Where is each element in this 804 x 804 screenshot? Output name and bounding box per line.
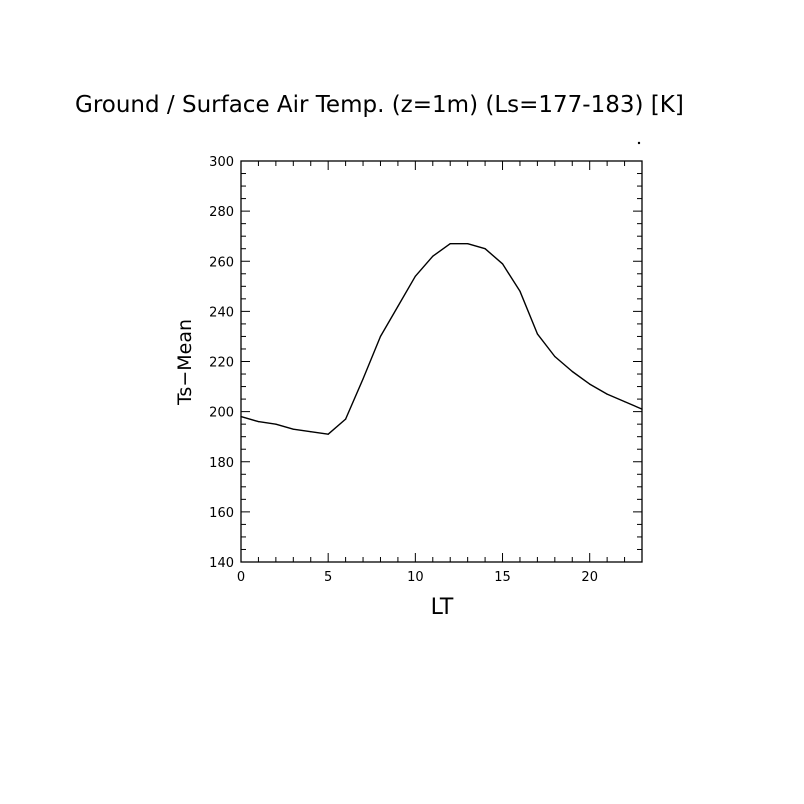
series-line	[240, 242, 643, 435]
data-point	[606, 393, 608, 395]
data-point	[589, 383, 591, 385]
corner-dot	[637, 141, 641, 145]
data-point	[327, 433, 329, 435]
y-tick-label: 260	[209, 255, 234, 270]
data-point	[257, 421, 259, 423]
y-tick-label: 300	[209, 155, 234, 170]
data-point	[414, 275, 416, 277]
data-point	[310, 431, 312, 433]
y-tick-label: 140	[209, 556, 234, 571]
data-point	[624, 401, 626, 403]
data-point	[484, 248, 486, 250]
data-point	[571, 370, 573, 373]
data-point	[240, 416, 242, 418]
y-tick-label: 200	[209, 406, 234, 421]
data-point	[519, 290, 521, 292]
y-tick-label: 280	[209, 205, 234, 220]
y-tick-label: 220	[209, 356, 234, 371]
y-tick-label: 180	[209, 456, 234, 471]
y-axis-label: Ts−Mean	[174, 319, 196, 406]
x-tick-label: 10	[407, 570, 424, 585]
y-tick-label: 160	[209, 506, 234, 521]
data-point	[554, 355, 556, 358]
x-tick-label: 0	[237, 570, 245, 585]
data-point	[432, 255, 434, 257]
data-point	[345, 418, 347, 420]
data-point	[449, 243, 451, 245]
data-point	[362, 378, 364, 380]
x-tick-label: 20	[581, 570, 598, 585]
y-tick-label: 240	[209, 305, 234, 320]
data-point	[467, 243, 469, 245]
x-tick-label: 15	[494, 570, 511, 585]
data-point	[641, 408, 643, 410]
chart-title: Ground / Surface Air Temp. (z=1m) (Ls=17…	[75, 92, 684, 118]
data-point	[292, 428, 294, 430]
x-axis-label: LT	[431, 595, 454, 620]
data-point	[501, 263, 504, 265]
data-point	[397, 305, 399, 307]
data-point	[275, 423, 277, 425]
plot-area: 0 5 10 15 20 140 160 180 200 220 240 260 280 300	[209, 155, 643, 585]
data-point	[536, 333, 539, 335]
x-tick-label: 5	[324, 570, 332, 585]
data-point	[379, 335, 382, 337]
